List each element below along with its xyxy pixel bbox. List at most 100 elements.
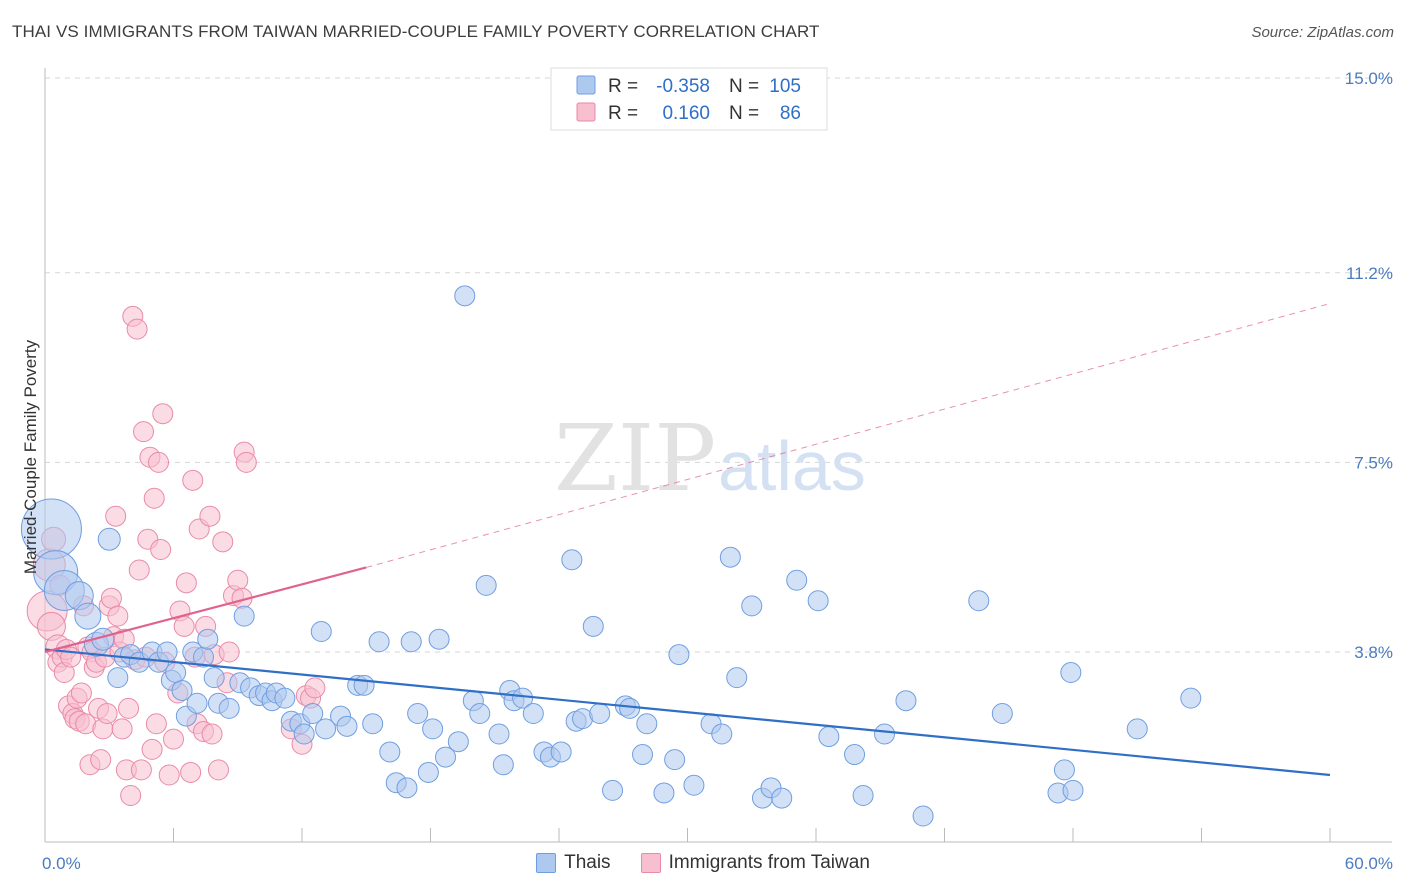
thais-point-106 — [1180, 687, 1202, 709]
legend-r-value-pink: 0.160 — [662, 103, 710, 124]
thais-point-81 — [668, 644, 690, 666]
thais-point-73 — [589, 703, 611, 724]
thais-point-44 — [362, 713, 384, 735]
thais-point-104 — [1062, 779, 1084, 801]
legend-n-value-blue: 105 — [769, 76, 801, 97]
thais-point-95 — [852, 785, 874, 806]
taiwan-point-45 — [133, 421, 155, 443]
thais-point-61 — [492, 754, 514, 776]
thais-point-45 — [368, 631, 390, 653]
taiwan-trend-extension — [366, 303, 1331, 568]
thais-point-8 — [107, 667, 129, 689]
thais-point-99 — [968, 590, 990, 612]
y-tick-label-2: 11.2% — [1346, 264, 1393, 283]
taiwan-point-32 — [105, 505, 127, 527]
taiwan-point-72 — [207, 759, 229, 781]
legend-swatch-taiwan — [640, 853, 661, 873]
thais-point-58 — [469, 703, 491, 724]
thais-point-54 — [434, 746, 456, 768]
taiwan-point-35 — [111, 718, 133, 740]
source-label: Source: ZipAtlas.com — [1251, 24, 1394, 41]
series-legend: Thais Immigrants from Taiwan — [0, 852, 1406, 874]
thais-point-27 — [233, 605, 255, 627]
thais-point-78 — [636, 713, 658, 735]
thais-point-94 — [844, 744, 866, 765]
legend-r-label-blue: R = — [608, 76, 638, 97]
legend-r-value-blue: -0.358 — [656, 76, 710, 97]
taiwan-point-73 — [212, 531, 234, 553]
legend-item-taiwan[interactable]: Immigrants from Taiwan — [640, 852, 870, 874]
taiwan-trend-line — [44, 566, 367, 654]
thais-point-53 — [428, 628, 450, 650]
legend-n-label-blue: N = — [729, 76, 759, 97]
thais-point-22 — [197, 628, 219, 650]
thais-point-48 — [396, 777, 418, 799]
taiwan-point-39 — [120, 785, 142, 806]
x-tick-label-0: 0.0% — [42, 854, 81, 873]
thais-point-51 — [417, 761, 439, 783]
thais-point-56 — [454, 285, 476, 307]
y-tick-label-1: 7.5% — [1354, 453, 1393, 472]
taiwan-point-75 — [218, 641, 240, 663]
taiwan-point-53 — [150, 539, 172, 560]
gridlines — [45, 77, 1392, 653]
legend-swatch-pink — [576, 102, 596, 122]
thais-point-25 — [218, 697, 240, 719]
watermark-atlas: atlas — [718, 427, 866, 505]
thais-point-69 — [561, 549, 583, 571]
taiwan-point-28 — [96, 703, 118, 724]
taiwan-point-52 — [148, 451, 170, 473]
taiwan-point-33 — [107, 605, 129, 627]
taiwan-point-30 — [100, 587, 122, 609]
thais-point-59 — [475, 574, 497, 596]
thais-point-100 — [991, 703, 1013, 724]
taiwan-point-51 — [145, 713, 167, 735]
thais-point-14 — [156, 641, 178, 663]
thais-point-98 — [912, 805, 934, 827]
taiwan-point-85 — [304, 677, 326, 699]
thais-point-79 — [653, 782, 675, 804]
thais-point-102 — [1053, 759, 1075, 781]
thais-point-93 — [818, 726, 840, 748]
thais-point-91 — [786, 569, 808, 591]
legend-label-taiwan: Immigrants from Taiwan — [668, 852, 870, 873]
thais-point-16 — [165, 662, 187, 683]
thais-point-41 — [336, 715, 358, 737]
thais-point-43 — [353, 674, 375, 696]
legend-item-thais[interactable]: Thais — [536, 852, 611, 874]
thais-point-39 — [315, 718, 337, 740]
trend-lines — [44, 303, 1331, 777]
x-tick-label-1: 60.0% — [1345, 854, 1393, 873]
thais-point-92 — [807, 590, 829, 612]
taiwan-point-11 — [60, 646, 82, 668]
thais-point-68 — [550, 741, 572, 763]
legend-swatch-blue — [576, 75, 596, 95]
thais-point-103 — [1060, 662, 1082, 683]
legend-n-value-pink: 86 — [780, 103, 801, 124]
thais-point-17 — [171, 679, 193, 701]
thais-point-52 — [422, 718, 444, 740]
taiwan-point-63 — [182, 469, 204, 491]
y-tick-label-3: 15.0% — [1345, 69, 1393, 88]
thais-point-46 — [379, 741, 401, 763]
taiwan-point-70 — [201, 723, 223, 745]
correlation-legend: R = -0.358 N = 105 R = 0.160 N = 86 — [550, 67, 828, 131]
thais-point-85 — [719, 546, 741, 568]
taiwan-point-57 — [163, 728, 184, 750]
y-tick-label-0: 3.8% — [1354, 643, 1393, 662]
taiwan-point-62 — [180, 761, 202, 783]
series-taiwan-points — [26, 305, 326, 806]
series-thais-points — [20, 285, 1202, 827]
legend-r-label-pink: R = — [608, 103, 638, 124]
thais-point-87 — [741, 595, 763, 617]
taiwan-point-25 — [90, 749, 112, 771]
thais-point-105 — [1126, 718, 1148, 740]
thais-point-96 — [874, 723, 896, 745]
taiwan-point-16 — [70, 682, 92, 704]
taiwan-point-56 — [158, 764, 180, 786]
thais-point-76 — [619, 697, 641, 719]
thais-point-90 — [771, 787, 793, 809]
taiwan-point-49 — [141, 738, 163, 760]
taiwan-point-50 — [143, 487, 165, 509]
axes — [44, 68, 1392, 843]
